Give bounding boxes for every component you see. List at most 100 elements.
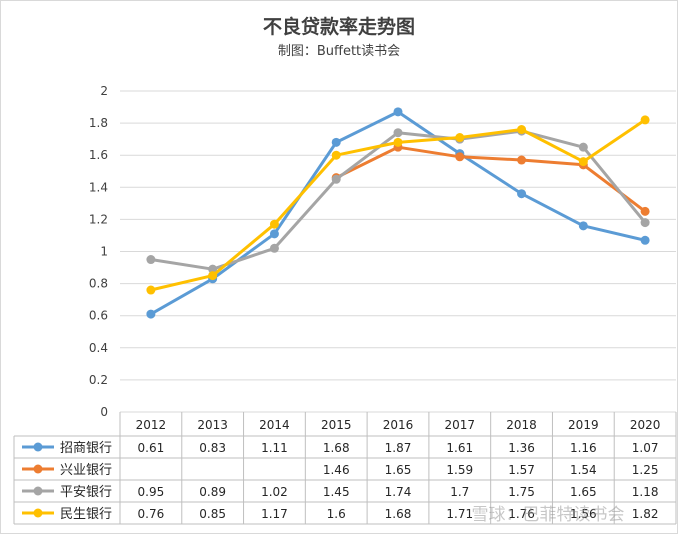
data-table-value: 1.65 [570, 485, 597, 499]
data-point [640, 115, 650, 125]
data-table-value: 1.61 [446, 441, 473, 455]
data-table-value: 1.68 [323, 441, 350, 455]
data-table-value: 0.61 [138, 441, 165, 455]
y-axis-ticks: 0 0.2 0.4 0.6 0.8 1 1.2 1.4 1.6 1.8 2 [89, 84, 108, 419]
data-table-value: 1.74 [385, 485, 412, 499]
y-tick-label: 0.6 [89, 309, 108, 323]
y-tick-label: 0 [100, 405, 108, 419]
data-table-value: 1.16 [570, 441, 597, 455]
series-line [334, 145, 647, 213]
data-point [455, 152, 465, 162]
data-point [146, 285, 156, 295]
data-table-value: 0.85 [199, 507, 226, 521]
data-point [393, 107, 403, 117]
legend-key-marker [33, 508, 43, 518]
data-point [393, 137, 403, 147]
data-table-value: 1.59 [446, 463, 473, 477]
data-point [331, 137, 341, 147]
data-table-value: 1.57 [508, 463, 535, 477]
data-point [393, 128, 403, 138]
data-table-value: 1.46 [323, 463, 350, 477]
legend-series-name: 招商银行 [60, 441, 112, 456]
y-tick-label: 1.6 [89, 148, 108, 162]
x-category-label: 2012 [136, 418, 167, 432]
y-tick-label: 1.8 [89, 116, 108, 130]
data-point [517, 189, 527, 199]
data-point [269, 243, 279, 253]
legend-series-name: 民生银行 [60, 507, 112, 522]
y-tick-label: 0.4 [89, 341, 108, 355]
data-point [578, 221, 588, 231]
series-3 [146, 115, 650, 295]
y-tick-label: 1 [100, 245, 108, 259]
y-tick-label: 1.4 [89, 180, 108, 194]
data-table-value: 1.76 [508, 507, 535, 521]
data-table-value: 0.89 [199, 485, 226, 499]
y-tick-label: 2 [100, 84, 108, 98]
y-tick-label: 1.2 [89, 212, 108, 226]
data-point [146, 309, 156, 319]
x-category-label: 2018 [506, 418, 537, 432]
data-point [146, 255, 156, 265]
data-table-value: 1.45 [323, 485, 350, 499]
data-table-value: 1.75 [508, 485, 535, 499]
data-point [331, 150, 341, 160]
x-category-label: 2016 [383, 418, 414, 432]
x-category-label: 2019 [568, 418, 599, 432]
data-table-value: 0.83 [199, 441, 226, 455]
chart-title: 不良贷款率走势图 [263, 15, 415, 38]
data-table-value: 1.68 [385, 507, 412, 521]
watermark: 雪球：巴菲特读书会 [472, 505, 625, 525]
data-point [578, 157, 588, 167]
data-table-value: 1.7 [450, 485, 469, 499]
data-point [331, 174, 341, 184]
watermark-text: 雪球：巴菲特读书会 [472, 505, 625, 525]
y-tick-label: 0.8 [89, 277, 108, 291]
data-point [517, 155, 527, 165]
legend-key-marker [33, 442, 43, 452]
y-tick-label: 0.2 [89, 373, 108, 387]
data-point [517, 125, 527, 135]
data-table-value: 1.87 [385, 441, 412, 455]
data-table-value: 1.11 [261, 441, 288, 455]
data-point [640, 235, 650, 245]
data-table-value: 1.54 [570, 463, 597, 477]
data-point [455, 133, 465, 143]
data-table-value: 1.82 [632, 507, 659, 521]
data-table-value: 0.95 [138, 485, 165, 499]
data-table-value: 0.76 [138, 507, 165, 521]
data-table: 2012 2013 2014 2015 2016 2017 2018 2019 2020 招商银行… [13, 412, 677, 525]
data-point [640, 218, 650, 228]
x-category-label: 2015 [321, 418, 352, 432]
data-table-value: 1.6 [327, 507, 346, 521]
data-point [269, 229, 279, 239]
legend-series-name: 兴业银行 [60, 463, 112, 478]
chart-subtitle: 制图：Buffett读书会 [278, 44, 400, 59]
data-table-value: 1.02 [261, 485, 288, 499]
data-point [208, 271, 218, 281]
gridlines [120, 90, 676, 413]
data-point [208, 264, 218, 274]
data-table-value: 1.36 [508, 441, 535, 455]
x-category-label: 2020 [630, 418, 661, 432]
data-table-value: 1.07 [632, 441, 659, 455]
data-point [269, 219, 279, 229]
data-table-value: 1.17 [261, 507, 288, 521]
data-point [640, 206, 650, 216]
legend-series-name: 平安银行 [60, 485, 112, 500]
x-category-label: 2017 [445, 418, 476, 432]
data-table-value: 1.71 [446, 507, 473, 521]
data-point [578, 142, 588, 152]
x-category-label: 2013 [197, 418, 228, 432]
x-category-label: 2014 [259, 418, 290, 432]
data-table-value: 1.56 [570, 507, 597, 521]
data-table-value: 1.65 [385, 463, 412, 477]
legend-key-marker [33, 464, 43, 474]
legend-key-marker [33, 486, 43, 496]
data-table-value: 1.18 [632, 485, 659, 499]
series-lines [146, 107, 650, 319]
data-table-value: 1.25 [632, 463, 659, 477]
